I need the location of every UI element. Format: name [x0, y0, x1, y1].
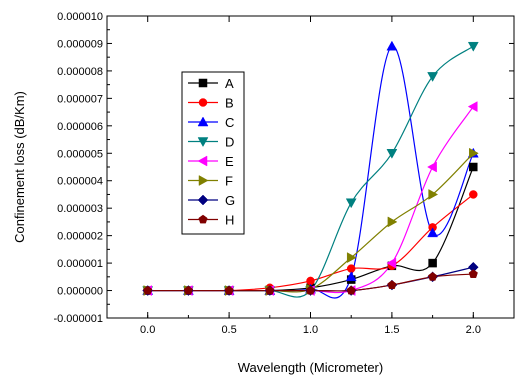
y-tick-label: 0.000004	[57, 176, 103, 188]
data-point-d	[467, 41, 479, 52]
y-tick-label: -0.000001	[53, 313, 103, 325]
x-tick-label: 1.5	[384, 324, 399, 336]
tick-labels-layer: -0.000001 0.000000 0.000001 0.000002 0.00000…	[53, 11, 480, 336]
data-point-c	[427, 227, 439, 238]
y-tick-label: 0.000005	[57, 148, 103, 160]
legend-swatch-marker	[198, 78, 208, 88]
data-point-f	[428, 189, 439, 200]
y-tick-label: 0.000007	[57, 93, 103, 105]
legend-swatch-marker	[197, 194, 209, 206]
data-point-h	[224, 285, 234, 295]
data-point-h	[265, 285, 275, 295]
x-tick-label: 2.0	[466, 324, 481, 336]
legend-label-e: E	[225, 154, 234, 169]
data-point-e	[467, 101, 478, 113]
y-tick-label: 0.000003	[57, 203, 103, 215]
y-tick-label: 0.000009	[57, 38, 103, 50]
y-tick-label: 0.000001	[57, 258, 103, 270]
y-axis-title: Confinement loss (dB/Km)	[12, 91, 27, 243]
legend-swatch-marker	[197, 137, 209, 148]
x-tick-label: 1.0	[303, 324, 318, 336]
data-point-h	[387, 280, 397, 289]
data-point-h	[428, 272, 438, 281]
legend-swatch-marker	[197, 116, 209, 127]
data-point-h	[183, 285, 193, 295]
legend-label-h: H	[225, 213, 234, 228]
legend-label-g: G	[225, 193, 235, 208]
legend-label-a: A	[225, 76, 234, 91]
axes-layer	[106, 15, 515, 319]
data-point-c	[345, 271, 357, 282]
legend-label-b: B	[225, 96, 234, 111]
data-point-h	[468, 269, 478, 278]
x-axis-title: Wavelength (Micrometer)	[238, 360, 383, 375]
legend-box	[181, 71, 245, 235]
x-tick-label: 0.5	[221, 324, 236, 336]
data-point-a	[469, 162, 478, 172]
legend-label-c: C	[225, 115, 234, 130]
y-tick-label: 0.000006	[57, 121, 103, 133]
data-point-e	[386, 257, 397, 269]
series-markers-layer	[142, 40, 479, 297]
data-point-h	[346, 285, 356, 295]
legend-label-d: D	[225, 135, 234, 150]
legend-swatch-marker	[198, 98, 208, 107]
data-point-f	[387, 216, 398, 228]
data-point-h	[305, 285, 316, 295]
y-tick-label: 0.000010	[57, 11, 103, 23]
data-point-f	[346, 252, 357, 264]
data-point-e	[427, 161, 437, 173]
y-tick-label: 0.000000	[57, 286, 103, 298]
data-point-d	[427, 72, 439, 82]
data-point-a	[428, 258, 437, 268]
data-point-f	[469, 147, 479, 159]
data-point-h	[143, 285, 153, 295]
y-tick-label: 0.000002	[57, 231, 103, 243]
x-tick-label: 0.0	[140, 324, 155, 336]
data-point-d	[345, 198, 357, 209]
legend-label-f: F	[225, 174, 233, 189]
data-point-c	[386, 40, 398, 51]
legend-swatch-marker	[197, 155, 208, 167]
data-point-b	[469, 190, 478, 199]
data-point-d	[386, 149, 398, 159]
y-tick-label: 0.000008	[57, 66, 103, 78]
legend-box-layer	[181, 71, 245, 235]
legend-swatch-marker	[198, 175, 209, 186]
legend-swatch-marker	[198, 214, 208, 224]
